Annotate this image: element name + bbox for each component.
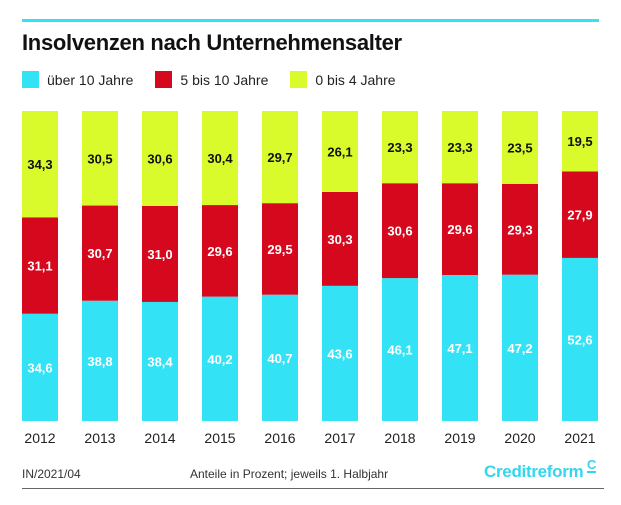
bar-segment-2021-0: [562, 257, 598, 421]
data-label: 23,3: [387, 140, 412, 155]
bar-segment-2014-0: [142, 301, 178, 421]
bar-segment-2013-0: [82, 300, 118, 421]
bar-segment-2012-1: [22, 217, 58, 314]
data-label: 30,6: [147, 151, 172, 166]
x-tick-label: 2020: [504, 430, 535, 446]
x-tick-label: 2019: [444, 430, 475, 446]
data-label: 30,7: [87, 246, 112, 261]
x-tick-label: 2012: [24, 430, 55, 446]
legend-label: über 10 Jahre: [47, 71, 134, 88]
bar-segment-2014-2: [142, 111, 178, 206]
top-rule: [22, 19, 599, 22]
data-label: 40,2: [207, 352, 232, 367]
bar-segment-2018-2: [382, 111, 418, 184]
legend-item-over-10: über 10 Jahre: [22, 71, 133, 88]
legend-label: 0 bis 4 Jahre: [315, 71, 396, 88]
data-label: 38,4: [147, 354, 173, 369]
footer-code: IN/2021/04: [22, 467, 81, 481]
bar-segment-2020-1: [502, 183, 538, 275]
legend-swatch: [290, 71, 308, 88]
data-label: 34,3: [27, 157, 52, 172]
bar-segment-2021-2: [562, 111, 598, 172]
footer-note: Anteile in Prozent; jeweils 1. Halbjahr: [190, 467, 389, 481]
data-label: 52,6: [567, 332, 592, 347]
bar-segment-2017-0: [322, 285, 358, 421]
bar-segment-2019-2: [442, 111, 478, 184]
bar-segment-2014-1: [142, 205, 178, 302]
brand-logo: Creditreform: [484, 462, 584, 481]
data-label: 47,1: [447, 341, 472, 356]
bar-segment-2013-2: [82, 111, 118, 206]
data-label: 31,1: [27, 259, 52, 274]
x-tick-label: 2014: [144, 430, 175, 446]
data-label: 46,1: [387, 343, 412, 358]
legend: über 10 Jahre 5 bis 10 Jahre 0 bis 4 Jah…: [22, 71, 396, 88]
data-label: 29,5: [267, 242, 292, 257]
legend-item-5-10: 5 bis 10 Jahre: [155, 71, 268, 88]
data-label: 27,9: [567, 208, 592, 223]
data-label: 29,7: [267, 150, 292, 165]
brand-mark-icon: C: [587, 457, 597, 473]
bar-segment-2016-0: [262, 294, 298, 421]
x-tick-label: 2013: [84, 430, 115, 446]
bar-segment-2015-1: [202, 205, 238, 297]
bar-segment-2016-2: [262, 111, 298, 204]
data-label: 30,5: [87, 151, 112, 166]
data-label: 29,6: [447, 222, 472, 237]
data-label: 43,6: [327, 346, 352, 361]
x-tick-label: 2015: [204, 430, 235, 446]
legend-label: 5 bis 10 Jahre: [180, 71, 269, 88]
data-label: 29,6: [207, 244, 232, 259]
x-tick-label: 2016: [264, 430, 295, 446]
bar-segment-2019-1: [442, 183, 478, 275]
bar-segment-2021-1: [562, 171, 598, 258]
bar-segment-2013-1: [82, 205, 118, 301]
data-label: 19,5: [567, 134, 592, 149]
bottom-rule: [22, 488, 604, 489]
data-label: 34,6: [27, 360, 52, 375]
bar-segment-2020-2: [502, 111, 538, 184]
bar-segment-2018-0: [382, 278, 418, 421]
data-label: 23,5: [507, 140, 532, 155]
data-label: 23,3: [447, 140, 472, 155]
x-tick-label: 2017: [324, 430, 355, 446]
data-label: 47,2: [507, 341, 532, 356]
bar-segment-2016-1: [262, 203, 298, 295]
data-label: 26,1: [327, 144, 352, 159]
legend-item-0-4: 0 bis 4 Jahre: [290, 71, 396, 88]
data-label: 31,0: [147, 247, 172, 262]
bar-segment-2015-2: [202, 111, 238, 206]
data-label: 38,8: [87, 354, 112, 369]
bar-segment-2017-1: [322, 191, 358, 286]
data-label: 40,7: [267, 351, 292, 366]
x-tick-label: 2021: [564, 430, 595, 446]
bar-segment-2019-0: [442, 274, 478, 421]
bar-segment-2015-0: [202, 296, 238, 421]
bar-segment-2017-2: [322, 111, 358, 192]
bar-segment-2012-2: [22, 111, 58, 218]
chart-title: Insolvenzen nach Unternehmensalter: [22, 30, 402, 55]
legend-swatch: [22, 71, 39, 88]
data-label: 29,3: [507, 222, 532, 237]
bar-segment-2020-0: [502, 274, 538, 421]
bar-segment-2018-1: [382, 183, 418, 279]
data-label: 30,3: [327, 232, 352, 247]
legend-swatch: [155, 71, 173, 88]
data-label: 30,6: [387, 224, 412, 239]
bar-segment-2012-0: [22, 313, 58, 421]
data-label: 30,4: [207, 151, 233, 166]
x-tick-label: 2018: [384, 430, 415, 446]
